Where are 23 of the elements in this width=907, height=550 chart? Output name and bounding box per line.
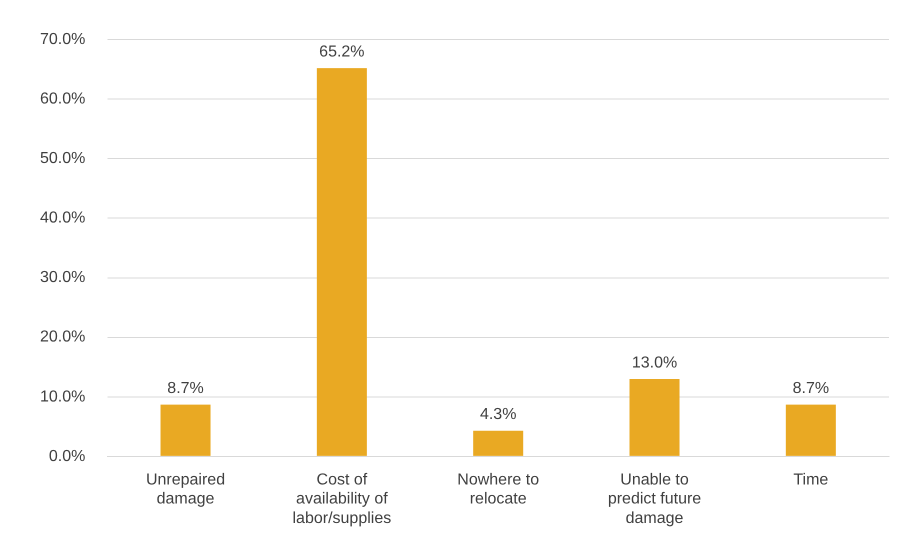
y-tick-label: 70.0% xyxy=(40,31,86,48)
bar xyxy=(316,68,367,456)
bar xyxy=(630,378,680,456)
data-label: 8.7% xyxy=(792,380,830,398)
bar xyxy=(473,430,524,456)
bar xyxy=(786,404,836,456)
y-tick-label: 30.0% xyxy=(40,269,86,286)
data-label: 65.2% xyxy=(319,44,365,61)
y-tick-label: 0.0% xyxy=(48,448,86,465)
y-tick-label: 40.0% xyxy=(40,210,86,227)
x-tick-label: Cost of availability of labor/supplies xyxy=(292,471,392,527)
data-label: 13.0% xyxy=(632,354,678,372)
y-tick-label: 60.0% xyxy=(40,90,86,108)
x-tick-label: Nowhere to relocate xyxy=(457,471,540,508)
x-tick-label: Unrepaired damage xyxy=(146,471,226,508)
y-tick-label: 10.0% xyxy=(40,388,86,406)
data-label: 8.7% xyxy=(167,380,204,398)
data-label: 4.3% xyxy=(480,406,516,424)
y-tick-label: 50.0% xyxy=(40,150,86,168)
x-tick-label: Unable to predict future damage xyxy=(608,471,702,527)
y-tick-label: 20.0% xyxy=(40,328,86,346)
x-tick-label: Time xyxy=(793,471,828,488)
bar xyxy=(160,404,211,456)
